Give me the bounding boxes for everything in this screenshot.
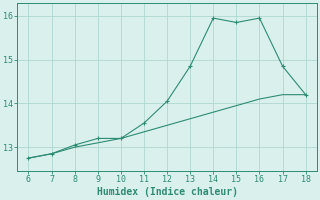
X-axis label: Humidex (Indice chaleur): Humidex (Indice chaleur) (97, 187, 237, 197)
